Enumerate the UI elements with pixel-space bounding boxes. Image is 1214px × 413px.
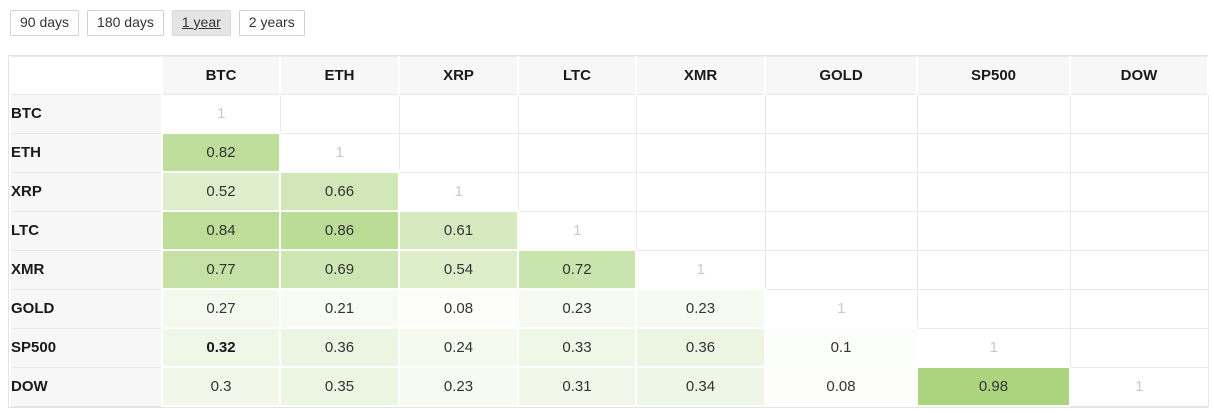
empty-cell-xrp-sp500 (916, 171, 1071, 212)
empty-cell-gold-sp500 (916, 288, 1071, 329)
row-header-btc: BTC (9, 94, 163, 134)
correlation-cell-dow-gold: 0.08 (764, 366, 918, 407)
empty-cell-btc-gold (764, 94, 918, 134)
empty-cell-eth-xmr (635, 132, 766, 173)
empty-cell-ltc-dow (1069, 210, 1209, 251)
matrix-corner-cell (9, 56, 163, 95)
correlation-cell-gold-eth: 0.21 (279, 288, 400, 329)
empty-cell-btc-dow (1069, 94, 1209, 134)
row-header-ltc: LTC (9, 210, 163, 251)
range-button-1-year[interactable]: 1 year (171, 10, 231, 36)
correlation-cell-ltc-xrp: 0.61 (398, 210, 519, 251)
row-header-dow: DOW (9, 366, 163, 407)
matrix-row-xrp: XRP 0.52 0.66 1 (9, 171, 1209, 212)
empty-cell-sp500-dow (1069, 327, 1209, 368)
correlation-cell-xmr-xrp: 0.54 (398, 249, 519, 290)
row-header-gold: GOLD (9, 288, 163, 329)
empty-cell-btc-xmr (635, 94, 766, 134)
correlation-cell-ltc-eth: 0.86 (279, 210, 400, 251)
diagonal-cell-gold: 1 (764, 288, 918, 329)
correlation-matrix-table: BTC ETH XRP LTC XMR GOLD SP500 DOW BTC 1 ETH 0.82 1… (9, 56, 1209, 407)
empty-cell-xmr-gold (764, 249, 918, 290)
empty-cell-eth-gold (764, 132, 918, 173)
correlation-cell-sp500-eth: 0.36 (279, 327, 400, 368)
empty-cell-xrp-ltc (517, 171, 637, 212)
empty-cell-btc-sp500 (916, 94, 1071, 134)
matrix-row-dow: DOW 0.3 0.35 0.23 0.31 0.34 0.08 0.98 1 (9, 366, 1209, 407)
correlation-cell-xrp-btc: 0.52 (161, 171, 281, 212)
row-header-sp500: SP500 (9, 327, 163, 368)
empty-cell-ltc-gold (764, 210, 918, 251)
correlation-cell-dow-eth: 0.35 (279, 366, 400, 407)
column-header-xmr: XMR (635, 56, 766, 95)
correlation-table-container: BTC ETH XRP LTC XMR GOLD SP500 DOW BTC 1 ETH 0.82 1… (8, 55, 1209, 408)
empty-cell-xrp-xmr (635, 171, 766, 212)
correlation-cell-gold-ltc: 0.23 (517, 288, 637, 329)
correlation-cell-dow-ltc: 0.31 (517, 366, 637, 407)
correlation-cell-sp500-xrp: 0.24 (398, 327, 519, 368)
empty-cell-eth-xrp (398, 132, 519, 173)
diagonal-cell-ltc: 1 (517, 210, 637, 251)
correlation-cell-sp500-gold: 0.1 (764, 327, 918, 368)
diagonal-cell-btc: 1 (161, 94, 281, 134)
matrix-row-sp500: SP500 0.32 0.36 0.24 0.33 0.36 0.1 1 (9, 327, 1209, 368)
column-header-dow: DOW (1069, 56, 1209, 95)
diagonal-cell-xmr: 1 (635, 249, 766, 290)
correlation-cell-dow-sp500: 0.98 (916, 366, 1071, 407)
time-range-toolbar: 90 days 180 days 1 year 2 years (10, 10, 305, 36)
correlation-cell-gold-xrp: 0.08 (398, 288, 519, 329)
column-header-ltc: LTC (517, 56, 637, 95)
matrix-row-eth: ETH 0.82 1 (9, 132, 1209, 173)
correlation-cell-sp500-xmr: 0.36 (635, 327, 766, 368)
correlation-cell-xrp-eth: 0.66 (279, 171, 400, 212)
column-header-eth: ETH (279, 56, 400, 95)
matrix-row-btc: BTC 1 (9, 94, 1209, 134)
diagonal-cell-xrp: 1 (398, 171, 519, 212)
matrix-header-row: BTC ETH XRP LTC XMR GOLD SP500 DOW (9, 56, 1209, 95)
empty-cell-ltc-sp500 (916, 210, 1071, 251)
empty-cell-btc-eth (279, 94, 400, 134)
column-header-xrp: XRP (398, 56, 519, 95)
correlation-cell-xmr-btc: 0.77 (161, 249, 281, 290)
range-button-180-days[interactable]: 180 days (87, 10, 164, 36)
empty-cell-gold-dow (1069, 288, 1209, 329)
column-header-btc: BTC (161, 56, 281, 95)
diagonal-cell-sp500: 1 (916, 327, 1071, 368)
empty-cell-eth-dow (1069, 132, 1209, 173)
row-header-xrp: XRP (9, 171, 163, 212)
empty-cell-eth-ltc (517, 132, 637, 173)
empty-cell-ltc-xmr (635, 210, 766, 251)
diagonal-cell-dow: 1 (1069, 366, 1209, 407)
range-button-90-days[interactable]: 90 days (10, 10, 80, 36)
row-header-eth: ETH (9, 132, 163, 173)
diagonal-cell-eth: 1 (279, 132, 400, 173)
correlation-cell-xmr-ltc: 0.72 (517, 249, 637, 290)
correlation-cell-dow-xmr: 0.34 (635, 366, 766, 407)
correlation-cell-eth-btc: 0.82 (161, 132, 281, 173)
row-header-xmr: XMR (9, 249, 163, 290)
empty-cell-xmr-dow (1069, 249, 1209, 290)
correlation-cell-dow-xrp: 0.23 (398, 366, 519, 407)
empty-cell-xrp-gold (764, 171, 918, 212)
empty-cell-xrp-dow (1069, 171, 1209, 212)
correlation-cell-sp500-ltc: 0.33 (517, 327, 637, 368)
range-button-2-years[interactable]: 2 years (238, 10, 305, 36)
correlation-cell-gold-xmr: 0.23 (635, 288, 766, 329)
column-header-sp500: SP500 (916, 56, 1071, 95)
correlation-cell-gold-btc: 0.27 (161, 288, 281, 329)
matrix-row-gold: GOLD 0.27 0.21 0.08 0.23 0.23 1 (9, 288, 1209, 329)
matrix-row-xmr: XMR 0.77 0.69 0.54 0.72 1 (9, 249, 1209, 290)
correlation-cell-ltc-btc: 0.84 (161, 210, 281, 251)
column-header-gold: GOLD (764, 56, 918, 95)
empty-cell-btc-ltc (517, 94, 637, 134)
empty-cell-xmr-sp500 (916, 249, 1071, 290)
correlation-cell-xmr-eth: 0.69 (279, 249, 400, 290)
correlation-cell-dow-btc: 0.3 (161, 366, 281, 407)
empty-cell-btc-xrp (398, 94, 519, 134)
empty-cell-eth-sp500 (916, 132, 1071, 173)
correlation-cell-sp500-btc: 0.32 (161, 327, 281, 368)
matrix-row-ltc: LTC 0.84 0.86 0.61 1 (9, 210, 1209, 251)
